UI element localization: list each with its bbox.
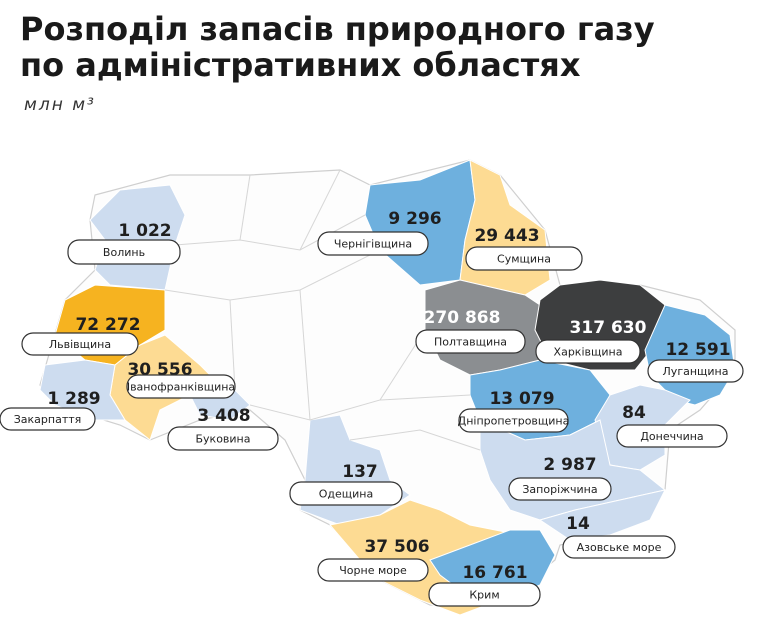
region-name: Дніпропетровщина	[458, 415, 570, 428]
region-value: 1 022	[118, 221, 171, 241]
label-box	[126, 374, 236, 399]
region-shape	[39, 359, 126, 421]
region-value: 270 868	[424, 308, 501, 328]
region-value: 317 630	[570, 318, 647, 338]
label-box	[465, 246, 583, 271]
title-line: Розподіл запасів природного газу	[20, 10, 655, 48]
title-line: по адміністративних областях	[20, 46, 581, 84]
region-value: 9 296	[388, 209, 441, 229]
label-box	[67, 239, 181, 265]
label-box	[616, 424, 728, 448]
region-name: Крим	[469, 589, 499, 602]
region-name: Одещина	[319, 488, 373, 501]
region-name: Іванофранківщина	[127, 381, 235, 394]
label-box	[415, 329, 526, 354]
region-name: Закарпаття	[14, 413, 82, 426]
label-box	[21, 332, 139, 356]
region-value: 137	[342, 462, 378, 482]
region-name: Азовське море	[577, 541, 662, 554]
label-box	[289, 481, 403, 506]
label-box	[535, 339, 641, 364]
region-name: Львівщина	[49, 338, 111, 351]
label-box	[508, 477, 612, 501]
region-value: 3 408	[197, 406, 250, 426]
unit: млн м³	[24, 95, 96, 115]
region-name: Сумщина	[497, 253, 551, 266]
region-value: 29 443	[474, 226, 539, 246]
region-name: Запоріжчина	[522, 483, 597, 496]
label-box	[317, 231, 429, 256]
region-value: 72 272	[75, 315, 140, 335]
region-value: 12 591	[665, 340, 730, 360]
label-box	[458, 408, 569, 433]
region-value: 2 987	[543, 455, 596, 475]
label-box	[562, 535, 676, 559]
label-box	[428, 582, 541, 607]
label-box	[317, 558, 429, 582]
region-value: 14	[566, 514, 590, 534]
region-name: Чернігівщина	[334, 238, 412, 251]
region-name: Харківщина	[554, 346, 623, 359]
region-value: 37 506	[364, 537, 429, 557]
label-box	[647, 359, 744, 383]
region-value: 1 289	[47, 389, 100, 409]
region-name: Чорне море	[339, 564, 407, 577]
region-name: Донеччина	[640, 430, 703, 443]
region-value: 16 761	[462, 563, 527, 583]
region-value: 84	[622, 403, 646, 423]
region-name: Волинь	[103, 246, 145, 259]
region-name: Буковина	[196, 433, 251, 446]
region-name: Луганщина	[663, 365, 729, 378]
label-box	[167, 426, 279, 451]
region-value: 13 079	[489, 389, 554, 409]
label-box	[0, 407, 96, 431]
region-name: Полтавщина	[434, 336, 507, 349]
